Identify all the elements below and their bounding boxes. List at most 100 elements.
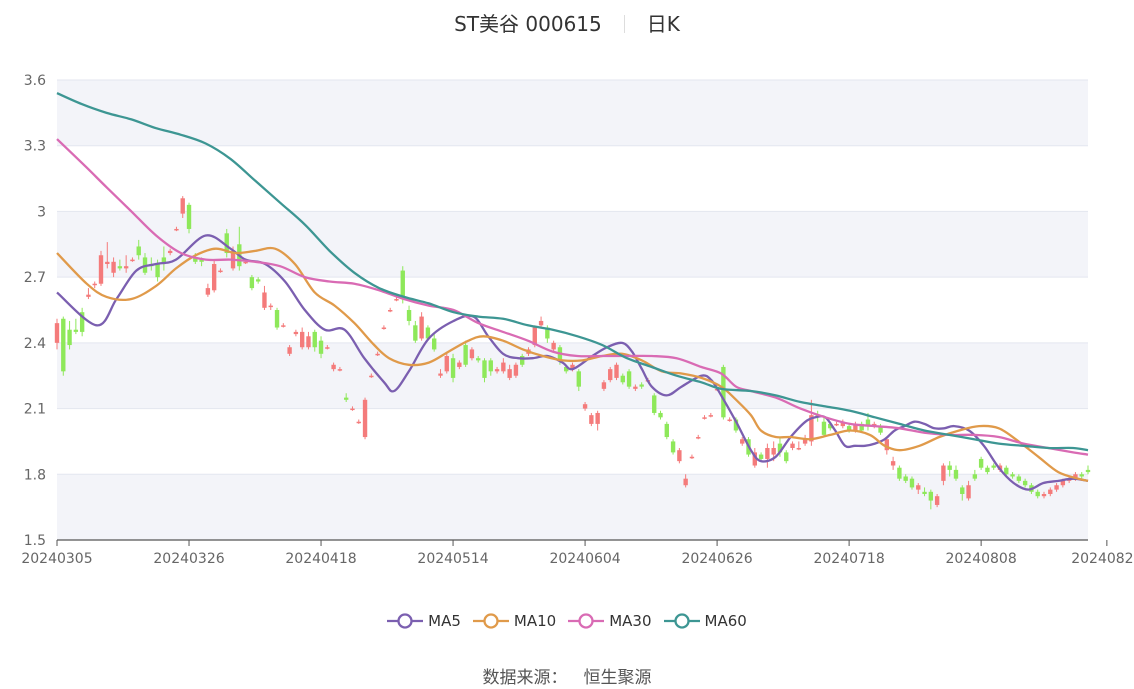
candle-body	[664, 423, 669, 438]
candle-body	[909, 478, 915, 488]
candle	[1035, 489, 1040, 499]
candle-body	[639, 384, 644, 387]
candle-body	[702, 417, 707, 419]
candle-body	[469, 349, 475, 359]
candle	[362, 397, 368, 440]
grid-band	[57, 474, 1088, 540]
candle-body	[601, 382, 607, 389]
candle	[670, 439, 676, 455]
candle-body	[61, 318, 66, 372]
period-label[interactable]: 日K	[646, 12, 680, 36]
candle	[205, 283, 211, 297]
x-tick-label: 20240514	[417, 551, 488, 567]
x-axis: 20240305 20240326 20240418 20240514 20240604…	[21, 539, 1134, 567]
candle-body	[633, 386, 638, 389]
candle-body	[432, 338, 437, 350]
candle	[375, 351, 380, 356]
candle-body	[73, 329, 79, 332]
candle	[1079, 472, 1084, 479]
candle-body	[564, 366, 569, 372]
x-tick-label: 20240305	[21, 551, 92, 567]
candle	[582, 402, 588, 411]
candle	[784, 450, 789, 464]
legend-marker-icon	[472, 613, 509, 629]
candle	[551, 340, 556, 352]
y-tick-label: 2.1	[24, 402, 46, 418]
legend-item-ma60[interactable]: MA60	[663, 612, 747, 630]
candle-body	[853, 423, 858, 431]
candle-body	[98, 255, 104, 284]
grid-band	[57, 80, 1088, 146]
candle	[639, 382, 644, 389]
candle-body	[255, 279, 261, 282]
candle	[727, 417, 732, 422]
candle	[909, 476, 915, 490]
candle-body	[796, 448, 802, 450]
candle	[595, 410, 600, 431]
candle	[972, 469, 978, 481]
y-tick-label: 3	[37, 204, 46, 220]
candle	[941, 463, 946, 486]
candle	[293, 329, 299, 337]
candle	[677, 448, 682, 464]
candle	[356, 419, 361, 424]
legend-label: MA30	[609, 612, 652, 630]
candle-body	[595, 412, 600, 424]
candle-body	[337, 369, 343, 371]
candle	[482, 358, 487, 383]
x-tick-label: 20240326	[153, 551, 224, 567]
legend-marker-icon	[568, 613, 605, 629]
candle	[903, 474, 908, 484]
x-tick-label: 20240626	[681, 551, 752, 567]
candle	[161, 246, 167, 271]
candle-body	[299, 331, 305, 348]
candle	[79, 307, 85, 337]
candle-body	[111, 261, 116, 273]
legend-item-ma30[interactable]: MA30	[568, 612, 652, 630]
data-source: 数据来源： 恒生聚源	[0, 663, 1134, 688]
candle	[702, 415, 707, 420]
candle-body	[488, 360, 493, 372]
candle	[224, 228, 229, 258]
candle-body	[903, 476, 908, 481]
kline-chart: 1.51.82.12.42.733.33.6 20240305 20240326 2…	[21, 73, 1134, 567]
candle-body	[450, 358, 456, 378]
candle	[834, 421, 839, 427]
plot-background	[57, 80, 1088, 540]
candle	[897, 465, 902, 481]
candle-body	[249, 277, 255, 289]
candle	[262, 285, 267, 310]
candle-body	[608, 369, 613, 381]
legend-item-ma5[interactable]: MA5	[387, 612, 461, 630]
candle-body	[576, 371, 581, 387]
candle-body	[1048, 489, 1053, 494]
candle-body	[375, 353, 380, 356]
candle-body	[545, 327, 550, 339]
candle-body	[205, 288, 211, 295]
candle	[626, 369, 632, 389]
candle-body	[941, 465, 946, 481]
y-tick-label: 1.5	[24, 533, 46, 549]
candle	[664, 421, 669, 440]
candle-body	[362, 399, 368, 438]
candle	[174, 226, 179, 232]
x-tick-label: 20240718	[813, 551, 884, 567]
candle-body	[1060, 480, 1066, 486]
legend-item-ma10[interactable]: MA10	[472, 612, 556, 630]
candle-body	[809, 415, 814, 442]
candle-body	[438, 373, 443, 376]
candle	[167, 248, 173, 256]
candle-body	[268, 305, 273, 308]
candle-body	[494, 369, 500, 372]
candle-body	[614, 364, 619, 378]
candle-body	[828, 423, 833, 429]
candle-body	[199, 259, 204, 262]
candle	[111, 257, 116, 278]
candle-body	[978, 458, 984, 468]
candle-body	[356, 421, 361, 424]
candle	[1048, 487, 1053, 497]
legend-label: MA60	[704, 612, 747, 630]
candle-body	[501, 362, 506, 372]
candle	[350, 406, 355, 411]
candle-body	[865, 419, 871, 427]
